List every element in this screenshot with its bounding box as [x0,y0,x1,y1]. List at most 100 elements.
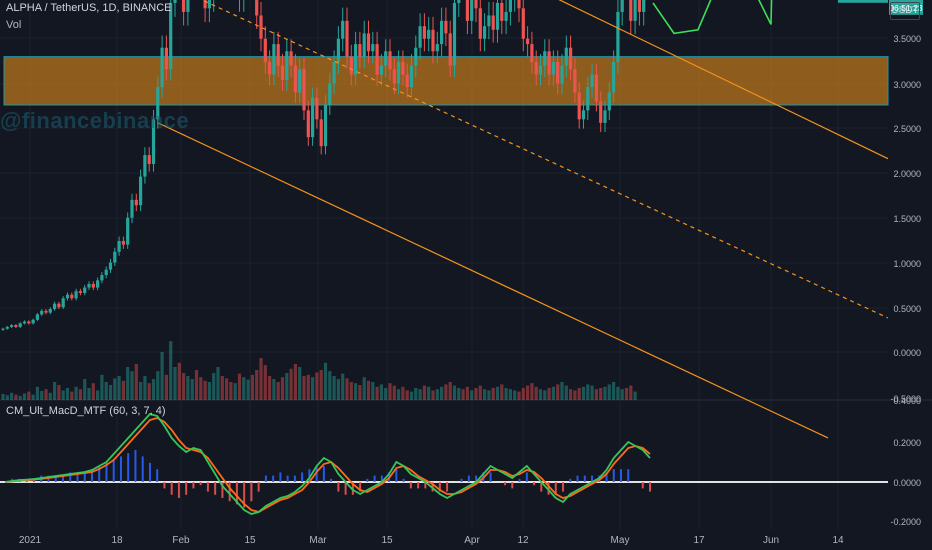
candle [332,62,336,84]
candle [40,310,44,315]
candle [87,283,91,288]
volume-bar [379,384,383,400]
candle [44,310,48,313]
volume-bar [465,386,469,400]
candle [108,262,113,270]
time-tick-label: 18 [111,535,123,546]
volume-bar [237,373,242,400]
time-tick-label: May [611,535,630,546]
currency-badge[interactable]: USDT [890,2,920,20]
volume-bar [461,389,465,400]
candle [5,326,9,329]
candle [444,20,448,34]
candle [483,26,487,39]
candle [78,291,82,293]
volume-bar [100,374,104,400]
time-tick-label: Apr [464,535,480,546]
volume-bar [212,373,216,400]
candle [18,323,22,327]
volume-bar [354,383,358,400]
candle [315,97,319,120]
volume-bar [113,378,117,400]
price-tick-label: -0.5000 [890,394,921,404]
volume-bar [156,371,160,400]
candle [61,298,65,308]
volume-bar [538,389,543,400]
volume-bar [620,389,624,400]
volume-bar [366,380,371,400]
volume-bar [40,391,44,400]
volume-bar [272,379,276,400]
candle [409,65,414,88]
candle [508,0,512,12]
volume-bar [27,391,31,400]
volume-bar [18,395,22,400]
candle [371,44,375,52]
candle [358,44,362,57]
candle [633,0,637,21]
volume-bar [431,390,435,400]
candle [504,11,508,21]
macd-indicator-label[interactable]: CM_Ult_MacD_MTF (60, 3, 7, 4) [6,405,166,417]
price-tick-label: 0.5000 [893,304,921,314]
candle [427,29,431,39]
candle [186,0,190,12]
volume-bar [233,383,237,400]
price-tick-label: 2.0000 [893,169,921,179]
price-tick-label: 0.0000 [893,348,921,358]
volume-bar [134,364,138,400]
last-price-label: 1.9956 [892,0,920,1]
candle [612,62,616,93]
candle [405,74,409,88]
candle [543,51,547,66]
volume-bar [470,390,474,400]
candle [35,314,39,320]
candle [65,294,70,299]
candle [435,44,439,52]
volume-bar [474,388,478,400]
volume-bar [487,390,491,400]
volume-bar [543,390,547,400]
volume-bar [590,385,594,400]
volume-bar [173,367,177,400]
volume-bar [500,384,504,400]
candle [104,269,108,276]
support-zone [3,56,889,106]
candle [478,8,482,39]
candle [530,44,534,63]
channel-mid-line [200,0,889,319]
candle [207,0,211,9]
volume-bar [569,389,573,400]
candle [156,87,160,120]
volume-bar [285,373,289,400]
volume-bar [323,362,328,400]
candle [31,319,35,324]
candle [564,47,568,66]
candle [151,119,156,165]
volume-bar [581,386,586,400]
volume-bar [57,385,61,400]
candle [642,0,646,12]
volume-label: Vol [6,19,22,31]
candle [323,104,328,147]
candle [547,51,551,75]
volume-bar [457,388,461,400]
candle [366,33,371,52]
volume-bar [586,384,590,400]
volume-bar [87,388,91,400]
volume-bar [104,382,108,400]
candle [268,62,272,75]
volume-bar [564,385,568,400]
volume-bar [345,378,349,400]
macd-tick-label: 0.4000 [893,396,921,406]
volume-bar [388,383,392,400]
drawn-lines [157,0,889,439]
price-tick-label: 1.5000 [893,214,921,224]
volume-bar [35,386,39,400]
candle [465,0,469,21]
volume-bar [332,376,336,400]
candle [293,65,297,93]
channel-lower-line [157,122,829,439]
volume-bar [599,388,603,400]
